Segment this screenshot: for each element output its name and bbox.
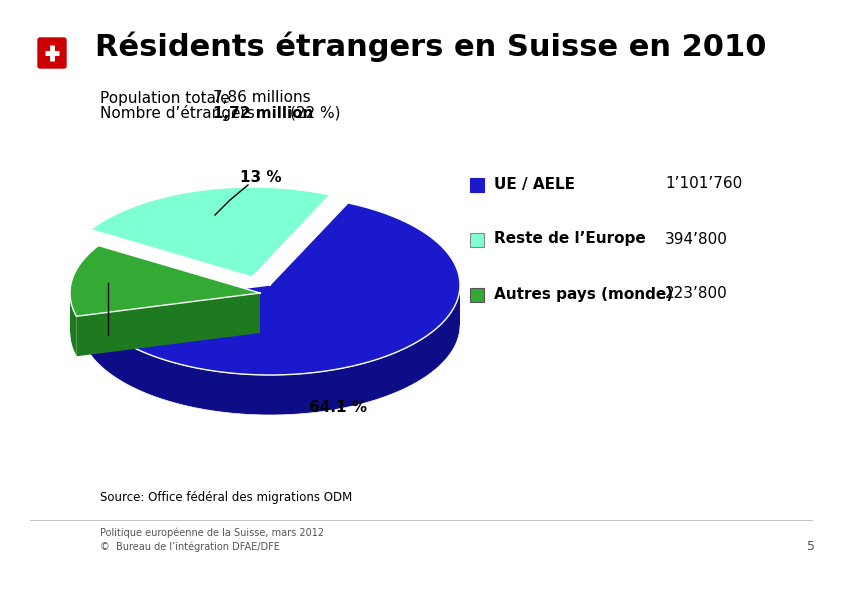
- Polygon shape: [91, 187, 330, 277]
- Text: 5: 5: [807, 540, 815, 553]
- Bar: [470, 233, 484, 247]
- Polygon shape: [87, 286, 460, 415]
- Text: 223’800: 223’800: [665, 287, 727, 302]
- Polygon shape: [77, 293, 260, 356]
- Text: ©  Bureau de l’intégration DFAE/DFE: © Bureau de l’intégration DFAE/DFE: [100, 542, 280, 552]
- Text: Population totale: Population totale: [100, 90, 230, 105]
- Text: 22.9 %: 22.9 %: [100, 265, 158, 280]
- Text: 64.1 %: 64.1 %: [309, 399, 367, 415]
- Polygon shape: [87, 203, 460, 375]
- Text: Politique européenne de la Suisse, mars 2012: Politique européenne de la Suisse, mars …: [100, 528, 324, 538]
- Text: 13 %: 13 %: [240, 170, 281, 184]
- Polygon shape: [87, 285, 270, 348]
- Text: 7,86 millions: 7,86 millions: [213, 90, 311, 105]
- Text: 1,72 million: 1,72 million: [213, 105, 313, 121]
- Text: Source: Office fédéral des migrations ODM: Source: Office fédéral des migrations OD…: [100, 491, 352, 505]
- Bar: [470, 178, 484, 192]
- Text: Reste de l’Europe: Reste de l’Europe: [494, 231, 646, 246]
- Polygon shape: [70, 293, 77, 356]
- FancyBboxPatch shape: [38, 38, 66, 68]
- Bar: [470, 288, 484, 302]
- Text: Résidents étrangers en Suisse en 2010: Résidents étrangers en Suisse en 2010: [95, 32, 766, 62]
- Text: 394’800: 394’800: [665, 231, 727, 246]
- Text: UE / AELE: UE / AELE: [494, 177, 575, 192]
- Text: 1’101’760: 1’101’760: [665, 177, 743, 192]
- Text: Autres pays (monde): Autres pays (monde): [494, 287, 673, 302]
- Text: (22 %): (22 %): [290, 105, 340, 121]
- Text: Nombre d’étrangers: Nombre d’étrangers: [100, 105, 255, 121]
- Polygon shape: [70, 246, 260, 317]
